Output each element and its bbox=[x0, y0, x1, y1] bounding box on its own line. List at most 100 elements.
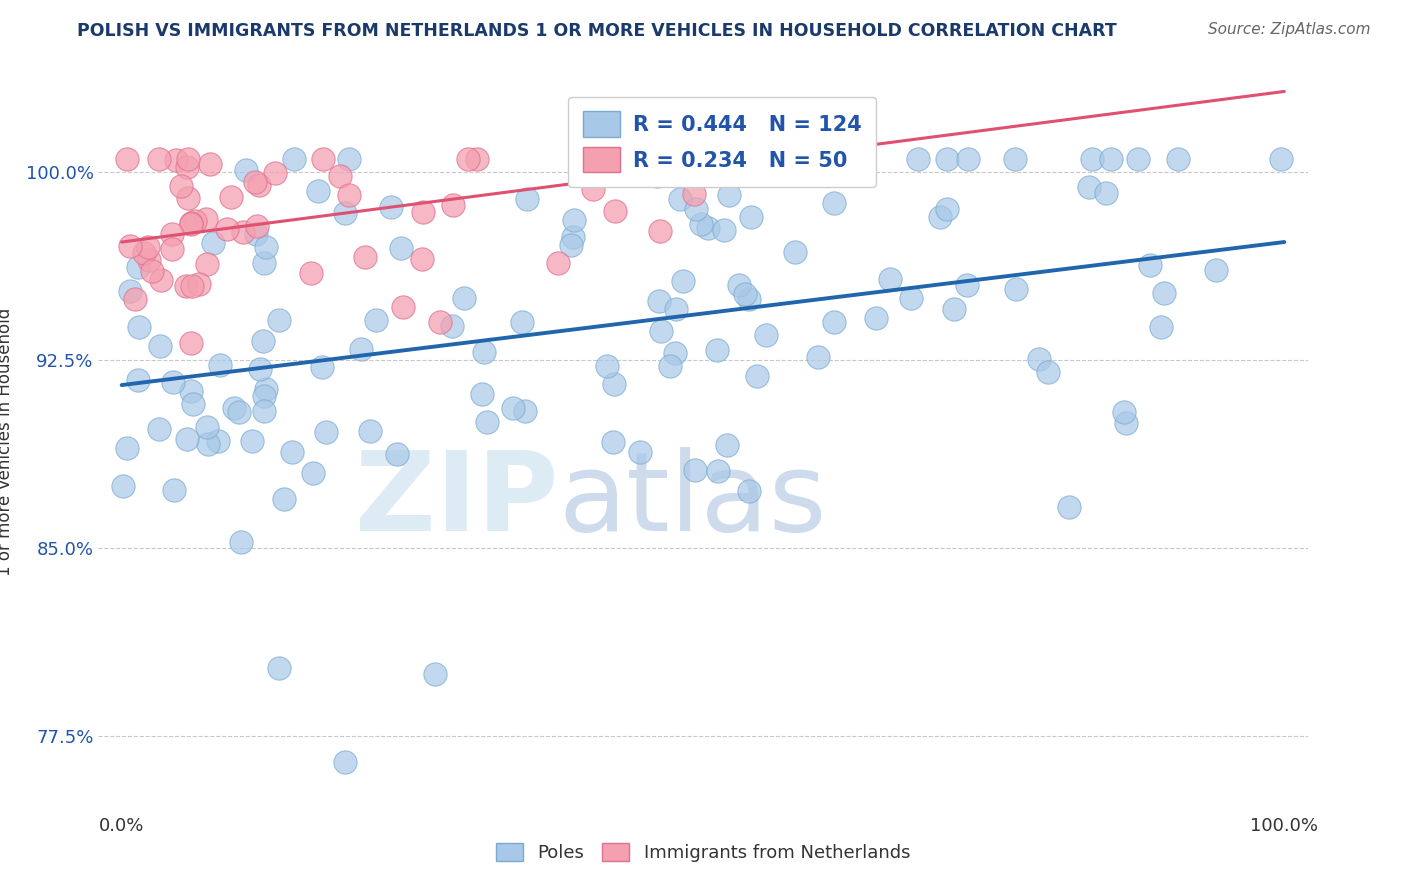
Point bbox=[645, 169, 668, 183]
Point bbox=[254, 240, 277, 254]
Point bbox=[177, 191, 200, 205]
Point bbox=[672, 274, 695, 288]
Point bbox=[1057, 500, 1080, 515]
Point bbox=[184, 214, 207, 228]
Point bbox=[1095, 186, 1118, 200]
Point bbox=[510, 315, 533, 329]
Point bbox=[148, 152, 170, 166]
Point bbox=[307, 184, 329, 198]
Point bbox=[180, 217, 202, 231]
Point bbox=[195, 212, 218, 227]
Point bbox=[162, 483, 184, 497]
Point bbox=[650, 324, 672, 338]
Point bbox=[668, 193, 690, 207]
Point bbox=[299, 266, 322, 280]
Point bbox=[195, 257, 218, 271]
Point bbox=[252, 334, 274, 348]
Point bbox=[329, 169, 352, 183]
Point bbox=[127, 260, 149, 274]
Point bbox=[127, 373, 149, 387]
Point bbox=[315, 425, 337, 440]
Legend: Poles, Immigrants from Netherlands: Poles, Immigrants from Netherlands bbox=[488, 836, 918, 870]
Point bbox=[1149, 320, 1171, 334]
Point bbox=[247, 178, 270, 193]
Point bbox=[602, 435, 624, 450]
Point bbox=[232, 225, 254, 239]
Point bbox=[380, 200, 402, 214]
Point bbox=[217, 222, 239, 236]
Point bbox=[180, 335, 202, 350]
Point bbox=[429, 315, 451, 329]
Point bbox=[240, 434, 263, 448]
Point bbox=[745, 368, 768, 383]
Point bbox=[165, 153, 187, 167]
Point bbox=[118, 239, 141, 253]
Point bbox=[245, 227, 267, 241]
Point bbox=[115, 152, 138, 166]
Point bbox=[907, 152, 929, 166]
Point bbox=[441, 197, 464, 211]
Point bbox=[311, 359, 333, 374]
Point bbox=[955, 278, 977, 293]
Point bbox=[689, 217, 711, 231]
Point bbox=[685, 202, 707, 216]
Point bbox=[936, 202, 959, 216]
Text: ZIP: ZIP bbox=[354, 447, 558, 554]
Point bbox=[935, 152, 957, 166]
Point bbox=[1139, 258, 1161, 272]
Point bbox=[188, 277, 211, 291]
Point bbox=[162, 375, 184, 389]
Point bbox=[177, 152, 200, 166]
Point bbox=[1004, 152, 1026, 166]
Point bbox=[269, 313, 291, 327]
Point bbox=[467, 152, 489, 166]
Point bbox=[235, 163, 257, 178]
Y-axis label: 1 or more Vehicles in Household: 1 or more Vehicles in Household bbox=[0, 308, 14, 575]
Point bbox=[738, 292, 761, 306]
Point bbox=[264, 166, 287, 180]
Point bbox=[118, 284, 141, 298]
Point bbox=[1115, 416, 1137, 430]
Point bbox=[115, 441, 138, 455]
Point bbox=[665, 301, 688, 316]
Point bbox=[391, 241, 413, 255]
Point bbox=[1036, 365, 1059, 379]
Point bbox=[648, 293, 671, 308]
Point bbox=[1205, 263, 1227, 277]
Point bbox=[224, 401, 246, 416]
Point bbox=[412, 204, 434, 219]
Point bbox=[128, 319, 150, 334]
Point bbox=[659, 359, 682, 373]
Point bbox=[141, 264, 163, 278]
Point bbox=[515, 404, 537, 418]
Point bbox=[471, 387, 494, 401]
Point bbox=[785, 244, 807, 259]
Point bbox=[254, 382, 277, 396]
Point bbox=[149, 339, 172, 353]
Point bbox=[865, 310, 887, 325]
Point bbox=[183, 397, 205, 411]
Point bbox=[738, 483, 761, 498]
Point bbox=[231, 534, 253, 549]
Point bbox=[589, 152, 612, 166]
Point bbox=[136, 240, 159, 254]
Point bbox=[682, 186, 704, 201]
Point bbox=[243, 175, 266, 189]
Point bbox=[333, 206, 356, 220]
Point bbox=[754, 327, 776, 342]
Point bbox=[596, 359, 619, 373]
Point bbox=[180, 384, 202, 399]
Point bbox=[683, 462, 706, 476]
Point bbox=[246, 219, 269, 234]
Point bbox=[200, 157, 222, 171]
Point bbox=[149, 273, 172, 287]
Point bbox=[956, 152, 979, 166]
Point bbox=[111, 478, 134, 492]
Point bbox=[740, 210, 762, 224]
Point bbox=[472, 345, 495, 359]
Point bbox=[132, 245, 155, 260]
Point bbox=[929, 210, 952, 224]
Point bbox=[1153, 286, 1175, 301]
Point bbox=[697, 221, 720, 235]
Point bbox=[219, 190, 242, 204]
